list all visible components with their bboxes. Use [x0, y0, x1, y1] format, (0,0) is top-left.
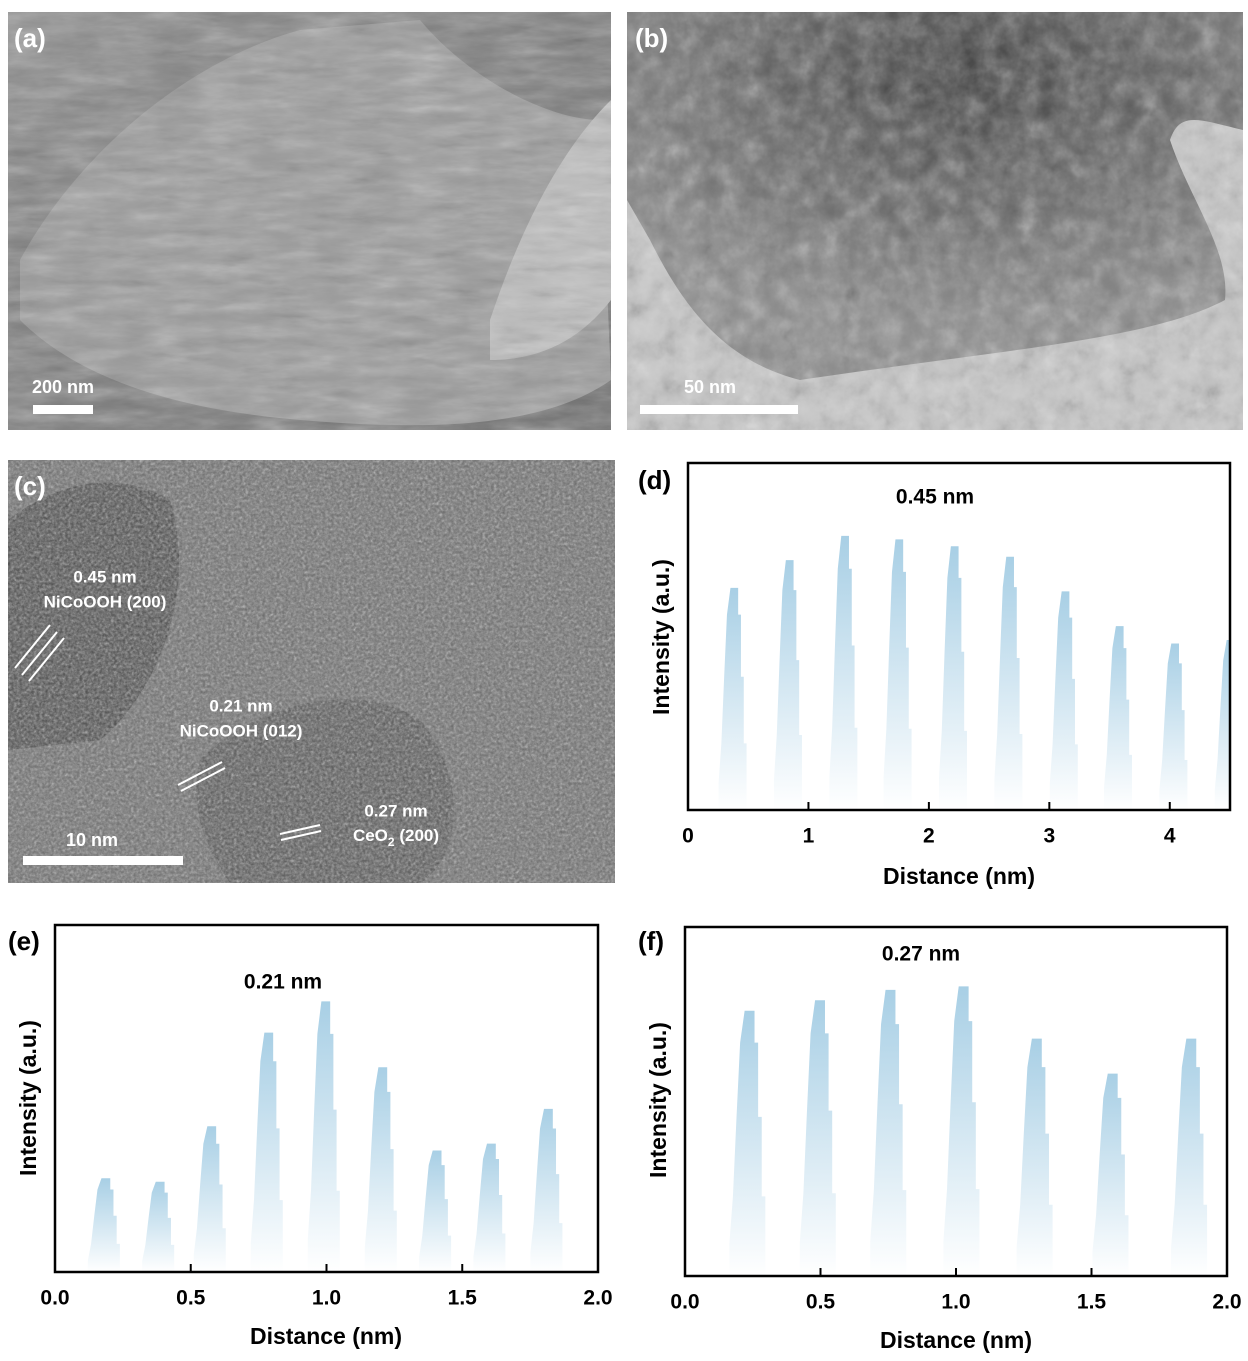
- spacing-label: 0.21 nm: [209, 696, 272, 715]
- y-axis-label: Intensity (a.u.): [645, 1022, 671, 1178]
- x-tick-label: 1.5: [1077, 1291, 1107, 1314]
- chart: (e) 0.0 0.5 1.0 1.5 2.0 0.21 nm Distance (nm) In…: [8, 923, 613, 1349]
- peak: [307, 1001, 340, 1272]
- x-tick-label: 1: [803, 825, 815, 848]
- panel-label: (e): [8, 926, 40, 956]
- image-b: (b) 50 nm: [627, 12, 1243, 430]
- texture: [8, 460, 615, 883]
- x-axis-label: Distance (nm): [880, 1327, 1032, 1353]
- x-axis-label: Distance (nm): [883, 863, 1035, 889]
- x-tick-label: 1.5: [448, 1287, 478, 1310]
- peak: [870, 989, 907, 1276]
- x-tick-label: 3: [1043, 825, 1055, 848]
- peak: [994, 556, 1023, 810]
- peak: [87, 1178, 120, 1272]
- x-tick-label: 2.0: [583, 1287, 612, 1310]
- chart-title: 0.21 nm: [244, 971, 322, 994]
- plot-frame: [683, 925, 1229, 1278]
- x-tick-label: 0.0: [670, 1291, 699, 1314]
- x-tick-label: 0: [682, 825, 694, 848]
- panel-label: (a): [14, 23, 46, 53]
- panel-label: (b): [635, 23, 668, 53]
- peak: [1159, 643, 1188, 810]
- peak: [1103, 626, 1132, 810]
- y-axis-label: Intensity (a.u.): [15, 1020, 41, 1176]
- spacing-label: 0.45 nm: [73, 567, 136, 586]
- x-axis-label: Distance (nm): [250, 1323, 402, 1349]
- peak: [1049, 591, 1078, 810]
- x-tick-label: 0.5: [176, 1287, 206, 1310]
- scale-label: 50 nm: [684, 377, 736, 397]
- lattice-lines: [177, 761, 226, 792]
- scale-bar: [640, 405, 798, 414]
- phase-text: CeO: [353, 826, 388, 845]
- chart-title: 0.45 nm: [896, 486, 974, 509]
- chart-title: 0.27 nm: [882, 943, 960, 966]
- scale-bar: [23, 856, 183, 865]
- plot-frame: [53, 923, 600, 1274]
- peak: [419, 1150, 452, 1272]
- phase-text: (200): [395, 826, 439, 845]
- panel-label: (d): [638, 465, 671, 495]
- peak: [943, 986, 980, 1276]
- peak: [473, 1143, 506, 1272]
- chart: (d) 0 1 2 3 4 0.45 nm Distance (nm) Intensity (a…: [638, 461, 1232, 889]
- x-tick-label: 0.0: [40, 1287, 69, 1310]
- panel-label: (c): [14, 471, 46, 501]
- x-tick-label: 2: [923, 825, 935, 848]
- plot-frame: [686, 461, 1232, 812]
- lattice-lines: [14, 624, 65, 682]
- peak: [829, 535, 858, 810]
- peak: [1171, 1038, 1208, 1276]
- phase-label: NiCoOOH (012): [180, 721, 303, 740]
- image-c: (c) 0.45 nm NiCoOOH (200) 0.21 nm NiCoOO…: [8, 460, 615, 883]
- x-tick-label: 2.0: [1212, 1291, 1241, 1314]
- peak: [530, 1108, 563, 1272]
- lattice-lines: [279, 824, 322, 841]
- peak: [364, 1067, 397, 1272]
- peak: [729, 1010, 766, 1276]
- scale-label: 10 nm: [66, 830, 118, 850]
- texture: [8, 12, 611, 430]
- spacing-label: 0.27 nm: [364, 801, 427, 820]
- scale-label: 200 nm: [32, 377, 94, 397]
- x-tick-label: 4: [1164, 825, 1176, 848]
- phase-subscript: 2: [388, 835, 395, 849]
- peak: [250, 1032, 283, 1272]
- peak: [1092, 1073, 1129, 1276]
- x-tick-label: 1.0: [941, 1291, 970, 1314]
- x-tick-label: 0.5: [806, 1291, 836, 1314]
- peak: [142, 1181, 175, 1272]
- phase-label: CeO2 (200): [353, 826, 439, 849]
- panel-label: (f): [638, 926, 664, 956]
- peak: [1214, 639, 1230, 810]
- peak: [883, 539, 912, 810]
- chart: (f) 0.0 0.5 1.0 1.5 2.0 0.27 nm Distance (nm) In…: [638, 925, 1242, 1353]
- phase-label: NiCoOOH (200): [44, 592, 167, 611]
- image-a: (a) 200 nm: [8, 12, 611, 430]
- peak: [799, 1000, 836, 1276]
- x-tick-label: 1.0: [312, 1287, 341, 1310]
- y-axis-label: Intensity (a.u.): [648, 559, 674, 715]
- peak: [1016, 1038, 1053, 1276]
- peak: [773, 560, 802, 810]
- peak: [718, 587, 747, 810]
- peak: [193, 1126, 226, 1272]
- texture: [627, 12, 1243, 430]
- peak: [938, 546, 967, 810]
- scale-bar: [33, 405, 93, 414]
